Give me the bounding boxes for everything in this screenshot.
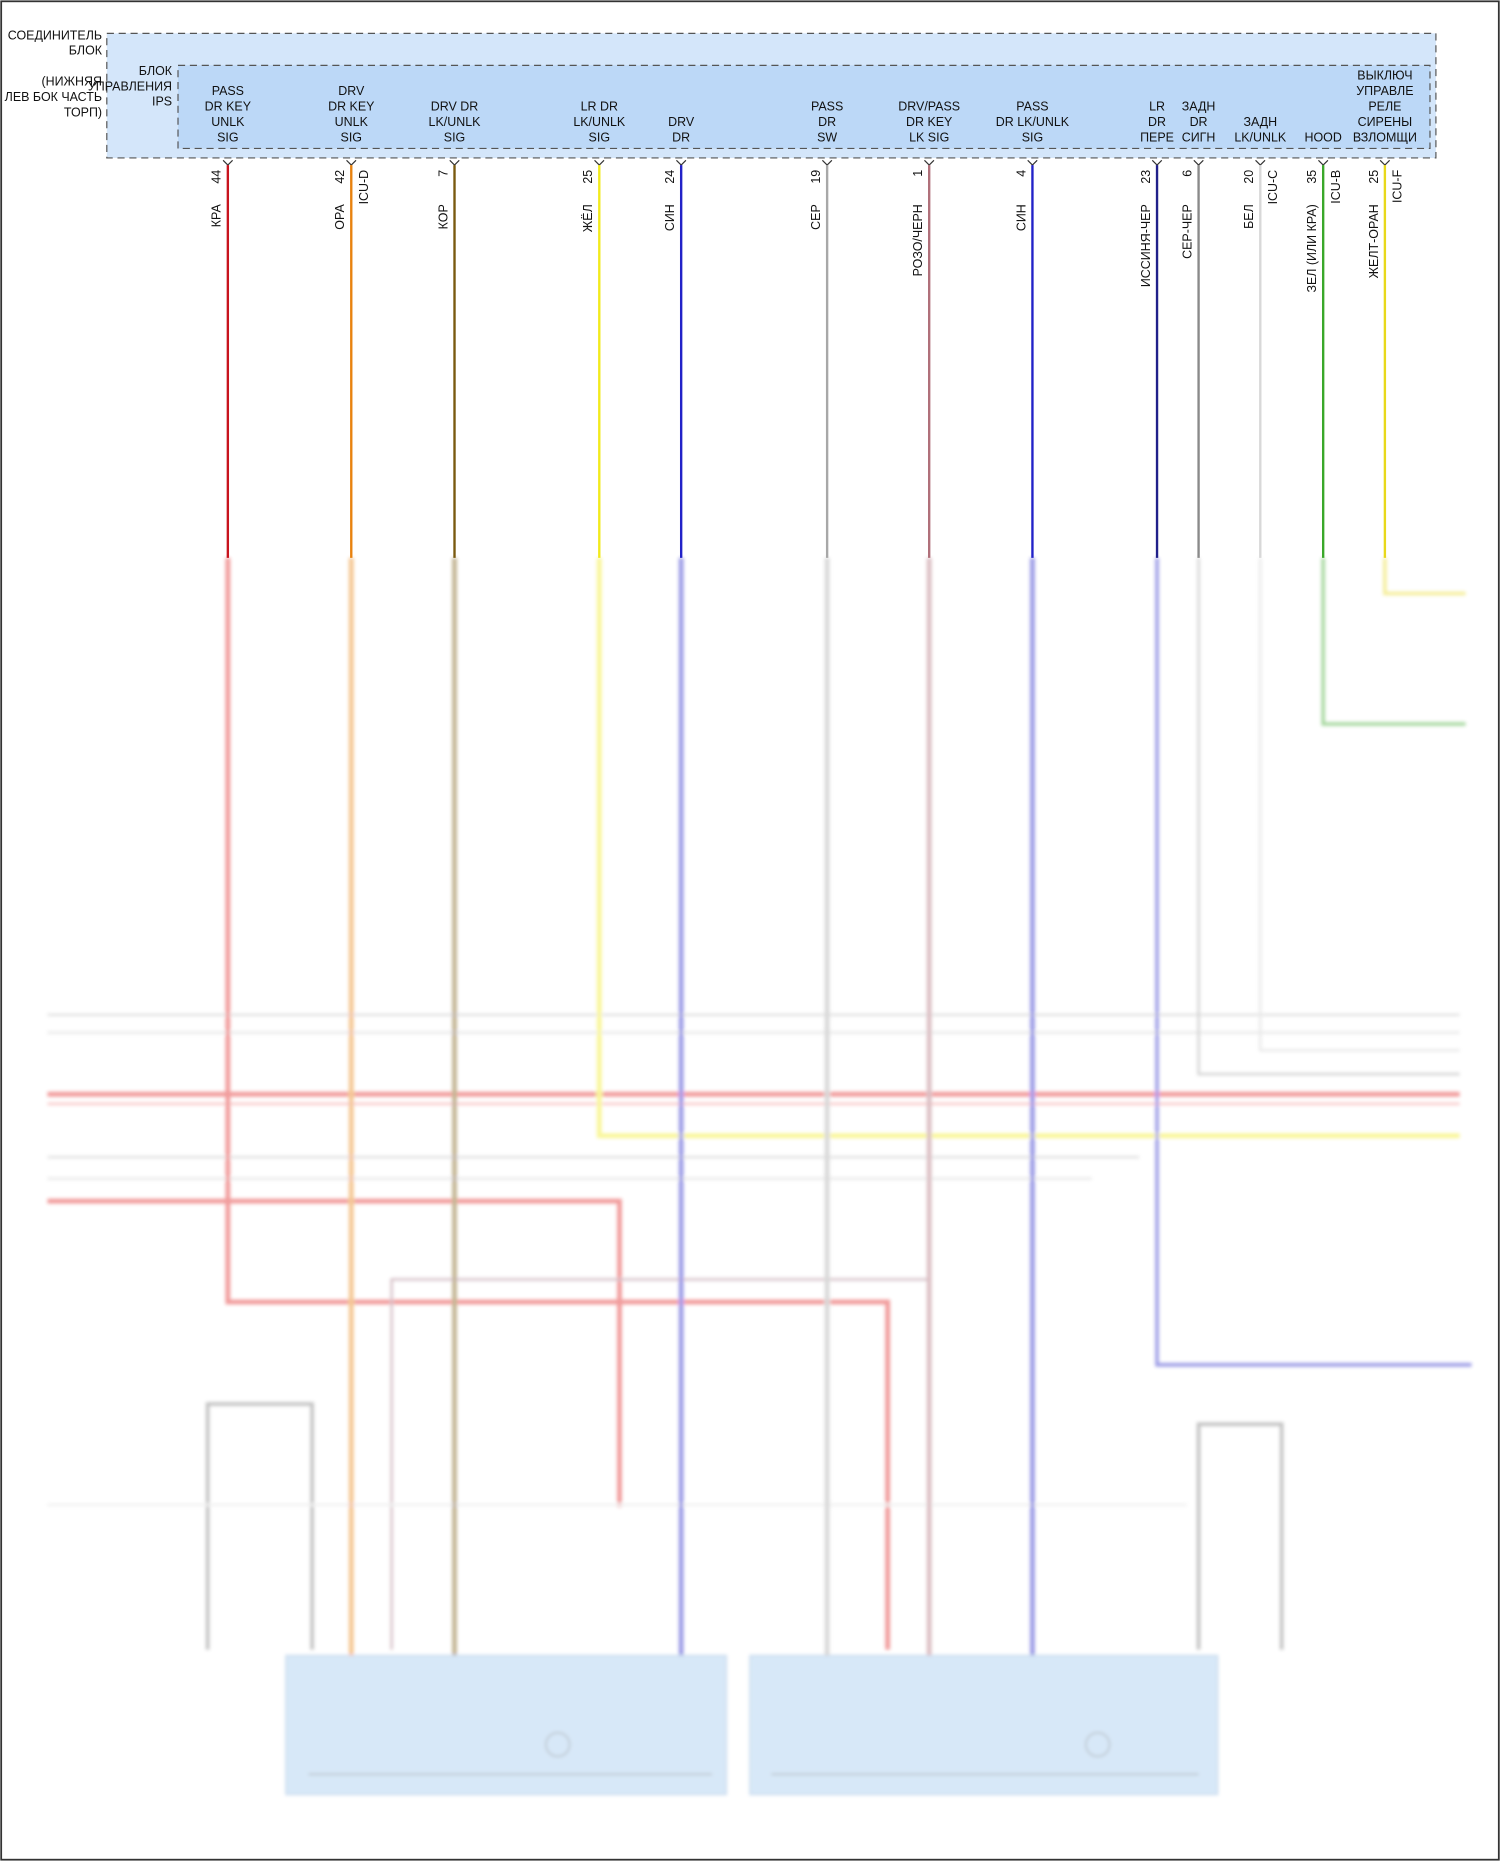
connector-pin [676, 159, 687, 166]
pin-number: 4 [1014, 170, 1028, 177]
pin-number: 23 [1139, 170, 1153, 184]
connector-pin [821, 159, 833, 166]
pin-label: ЗАДН [1243, 115, 1277, 129]
connector-pin [222, 159, 234, 166]
pin-number: 35 [1305, 170, 1319, 184]
module-box [177, 64, 1431, 150]
pin-label: LR [1149, 99, 1165, 113]
pin-label: SIG [444, 130, 465, 144]
lower-circuit [47, 557, 1472, 1796]
connector-pin [1151, 159, 1163, 166]
pin-label: УПРАВЛЕ [1356, 84, 1413, 98]
pin-number: 20 [1242, 170, 1256, 184]
pin-label: DR LK/UNLK [996, 115, 1070, 129]
connector-name: (НИЖНЯЯ [41, 75, 102, 89]
pin-label: DRV [668, 115, 695, 129]
pin-label: SW [817, 130, 837, 144]
wire-color: ОРА [333, 204, 347, 230]
pin-label: LK/UNLK [1234, 130, 1287, 144]
pin-label: LK SIG [909, 130, 949, 144]
pin-label: ЗАДН [1182, 99, 1216, 113]
icu-label: ICU-B [1329, 170, 1343, 204]
pin-label: LK/UNLK [573, 115, 626, 129]
pin-label: DR KEY [205, 99, 252, 113]
pin-label: ВЗЛОМЩИ [1353, 130, 1417, 144]
pin-number: 25 [1367, 170, 1381, 184]
wire-color: ЗЕЛ (ИЛИ КРА) [1305, 204, 1319, 292]
pin-label: DR KEY [906, 115, 953, 129]
connector-pin [1027, 159, 1038, 166]
module-name: УПРАВЛЕНИЯ [88, 79, 172, 93]
connector-pin [594, 159, 605, 166]
connector-pin [1379, 159, 1391, 166]
pin-label: ПЕРЕ [1140, 130, 1174, 144]
icu-label: ICU-D [357, 170, 371, 205]
icu-label: ICU-F [1391, 169, 1405, 203]
pin-label: SIG [341, 130, 362, 144]
pin-label: СИГН [1182, 130, 1216, 144]
connector-name: СОЕДИНИТЕЛЬ [8, 28, 102, 42]
module-name: БЛОК [139, 64, 173, 78]
pin-label: LR DR [581, 99, 618, 113]
connector-pin [924, 159, 935, 166]
pin-number: 44 [210, 170, 224, 184]
pin-number: 7 [436, 170, 450, 177]
pin-label: DRV DR [431, 99, 479, 113]
wire-color: ЖЁЛ [581, 204, 595, 232]
pin-number: 6 [1180, 170, 1194, 177]
wire-color: РОЗО/ЧЕРН [911, 204, 925, 276]
pin-label: PASS [212, 84, 244, 98]
pin-label: DR [818, 115, 836, 129]
wire-color: СИН [663, 204, 677, 231]
pin-number: 42 [333, 170, 347, 184]
pin-label: HOOD [1304, 130, 1341, 144]
connector-name: ТОРП) [64, 105, 102, 119]
pin-label: DR KEY [328, 99, 375, 113]
pin-label: SIG [217, 130, 238, 144]
pin-number: 19 [809, 170, 823, 184]
pin-label: ВЫКЛЮЧ [1357, 69, 1412, 83]
wire-color: СЕР-ЧЕР [1180, 204, 1194, 259]
pin-label: СИРЕНЫ [1358, 115, 1413, 129]
pin-label: DR [1190, 115, 1208, 129]
wire-color: СИН [1014, 204, 1028, 231]
wire-color: ЖЕЛТ-ОРАН [1367, 204, 1381, 278]
pin-label: UNLK [335, 115, 369, 129]
wire-color: КОР [436, 204, 450, 229]
pin-label: PASS [811, 99, 843, 113]
connector-pin [449, 159, 460, 166]
pin-label: LK/UNLK [429, 115, 482, 129]
pin-number: 24 [663, 170, 677, 184]
wire-color: СЕР [809, 204, 823, 230]
pin-label: SIG [1022, 130, 1043, 144]
pin-label: DRV [338, 84, 365, 98]
pin-label: DRV/PASS [898, 99, 960, 113]
pin-label: PASS [1016, 99, 1048, 113]
connector-pin [346, 159, 357, 166]
pin-label: SIG [589, 130, 610, 144]
pin-number: 1 [911, 170, 925, 177]
pin-label: UNLK [211, 115, 245, 129]
module-name: IPS [152, 95, 172, 109]
pin-number: 25 [581, 170, 595, 184]
connector-pin [1318, 159, 1329, 166]
pin-label: DR [1148, 115, 1166, 129]
connector-pin [1255, 159, 1266, 166]
pin-label: РЕЛЕ [1368, 99, 1401, 113]
wire-color: КРА [210, 204, 224, 228]
connector-name: БЛОК [69, 44, 103, 58]
wire-color: БЕЛ [1242, 204, 1256, 229]
connector-name: ЛЕВ БОК ЧАСТЬ [5, 90, 102, 104]
wire-color: ИССИНЯ-ЧЕР [1139, 204, 1153, 287]
connector-pin [1193, 159, 1204, 166]
pin-label: DR [672, 130, 690, 144]
icu-label: ICU-C [1266, 170, 1280, 205]
